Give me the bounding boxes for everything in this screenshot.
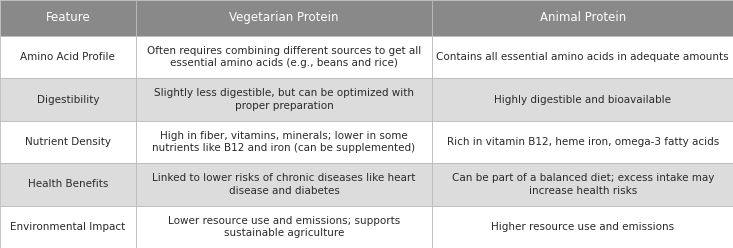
Bar — [136, 78, 432, 121]
Text: Health Benefits: Health Benefits — [28, 179, 108, 189]
Text: Contains all essential amino acids in adequate amounts: Contains all essential amino acids in ad… — [436, 52, 729, 62]
Bar — [136, 121, 432, 163]
Bar — [0, 206, 136, 248]
Bar — [432, 78, 733, 121]
Text: Amino Acid Profile: Amino Acid Profile — [21, 52, 115, 62]
Bar — [0, 0, 136, 36]
Bar — [136, 36, 432, 78]
Bar — [0, 121, 136, 163]
Text: Vegetarian Protein: Vegetarian Protein — [229, 11, 339, 25]
Bar — [432, 206, 733, 248]
Text: Often requires combining different sources to get all
essential amino acids (e.g: Often requires combining different sourc… — [147, 46, 421, 68]
Text: Nutrient Density: Nutrient Density — [25, 137, 111, 147]
Bar — [136, 206, 432, 248]
Bar — [136, 163, 432, 206]
Text: Can be part of a balanced diet; excess intake may
increase health risks: Can be part of a balanced diet; excess i… — [452, 173, 714, 196]
Text: Highly digestible and bioavailable: Highly digestible and bioavailable — [494, 94, 671, 105]
Bar — [136, 0, 432, 36]
Text: Digestibility: Digestibility — [37, 94, 99, 105]
Bar — [0, 36, 136, 78]
Text: Feature: Feature — [45, 11, 90, 25]
Text: Rich in vitamin B12, heme iron, omega-3 fatty acids: Rich in vitamin B12, heme iron, omega-3 … — [446, 137, 719, 147]
Text: Animal Protein: Animal Protein — [539, 11, 626, 25]
Text: Slightly less digestible, but can be optimized with
proper preparation: Slightly less digestible, but can be opt… — [154, 88, 414, 111]
Bar — [0, 78, 136, 121]
Text: High in fiber, vitamins, minerals; lower in some
nutrients like B12 and iron (ca: High in fiber, vitamins, minerals; lower… — [152, 131, 416, 153]
Bar — [432, 121, 733, 163]
Bar — [432, 163, 733, 206]
Text: Linked to lower risks of chronic diseases like heart
disease and diabetes: Linked to lower risks of chronic disease… — [152, 173, 416, 196]
Text: Environmental Impact: Environmental Impact — [10, 222, 125, 232]
Text: Higher resource use and emissions: Higher resource use and emissions — [491, 222, 674, 232]
Bar — [432, 36, 733, 78]
Text: Lower resource use and emissions; supports
sustainable agriculture: Lower resource use and emissions; suppor… — [168, 216, 400, 238]
Bar — [432, 0, 733, 36]
Bar — [0, 163, 136, 206]
